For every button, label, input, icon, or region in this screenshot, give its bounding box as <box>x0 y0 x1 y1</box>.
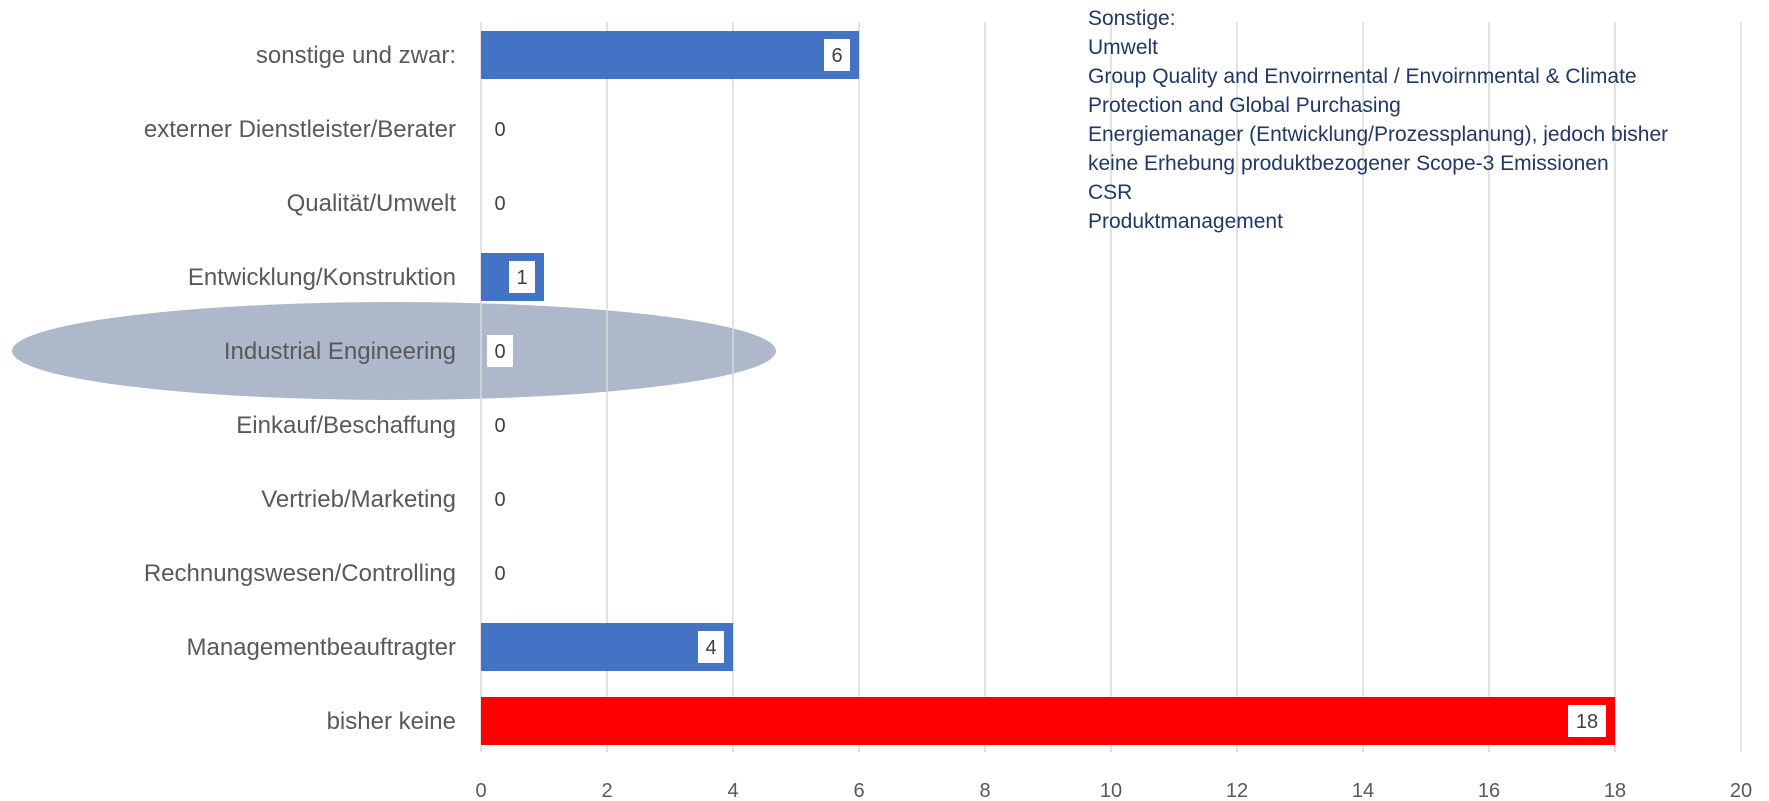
x-tick-label-18: 18 <box>1604 780 1626 801</box>
annotation-line-2: Group Quality and Envoirrnental / Envoir… <box>1088 65 1637 88</box>
value-label-entwicklung-konstruktion: 1 <box>516 267 527 289</box>
category-label-sonstige-und-zwar: sonstige und zwar: <box>256 42 456 69</box>
category-label-einkauf-beschaffung: Einkauf/Beschaffung <box>236 412 456 439</box>
value-label-bg-managementbeauftragter <box>698 631 724 663</box>
x-tick-label-2: 2 <box>601 780 612 801</box>
annotation-line-5: keine Erhebung produktbezogener Scope-3 … <box>1088 152 1609 175</box>
value-label-sonstige-und-zwar: 6 <box>831 45 842 67</box>
value-label-externer-dienstleister-berater: 0 <box>494 119 505 141</box>
x-tick-label-20: 20 <box>1730 780 1752 801</box>
x-tick-label-16: 16 <box>1478 780 1500 801</box>
category-label-industrial-engineering: Industrial Engineering <box>224 338 456 365</box>
value-label-qualit-t-umwelt: 0 <box>494 193 505 215</box>
category-labels: sonstige und zwar: externer Dienstleister… <box>144 42 457 735</box>
annotation-line-4: Energiemanager (Entwicklung/Prozessplanu… <box>1088 123 1669 146</box>
annotation-line-1: Umwelt <box>1088 36 1159 59</box>
value-label-bg-industrial-engineering <box>487 335 513 367</box>
value-label-vertrieb-marketing: 0 <box>494 489 505 511</box>
annotation-line-0: Sonstige: <box>1088 7 1176 30</box>
value-labels: 6 0 0 1 0 0 0 0 4 18 <box>487 39 1606 737</box>
value-label-bg-entwicklung-konstruktion <box>509 261 535 293</box>
value-label-einkauf-beschaffung: 0 <box>494 415 505 437</box>
x-axis-tick-labels: 0 2 4 6 8 10 12 14 16 18 20 <box>475 780 1752 801</box>
value-label-bisher-keine: 18 <box>1576 711 1598 733</box>
category-label-vertrieb-marketing: Vertrieb/Marketing <box>261 486 456 513</box>
value-label-managementbeauftragter: 4 <box>705 637 716 659</box>
bar-managementbeauftragter <box>481 623 733 671</box>
x-tick-label-10: 10 <box>1100 780 1122 801</box>
annotation-line-6: CSR <box>1088 181 1133 204</box>
annotation-line-7: Produktmanagement <box>1088 210 1283 233</box>
highlight-ellipse <box>12 302 776 400</box>
category-label-externer-dienstleister-berater: externer Dienstleister/Berater <box>144 116 456 143</box>
category-label-bisher-keine: bisher keine <box>327 708 456 735</box>
x-tick-label-14: 14 <box>1352 780 1374 801</box>
highlight-layer <box>12 302 776 400</box>
bar-sonstige-und-zwar <box>481 31 859 79</box>
x-tick-label-0: 0 <box>475 780 486 801</box>
x-tick-label-8: 8 <box>979 780 990 801</box>
x-tick-label-12: 12 <box>1226 780 1248 801</box>
bar-bisher-keine <box>481 697 1615 745</box>
annotation-note: Sonstige: Umwelt Group Quality and Envoirr… <box>1088 4 1668 236</box>
x-tick-label-4: 4 <box>727 780 738 801</box>
bars <box>481 31 1615 745</box>
category-label-rechnungswesen-controlling: Rechnungswesen/Controlling <box>144 560 456 587</box>
value-label-industrial-engineering: 0 <box>494 341 505 363</box>
category-label-qualit-t-umwelt: Qualität/Umwelt <box>287 190 457 217</box>
value-label-bg-sonstige-und-zwar <box>824 39 850 71</box>
category-label-entwicklung-konstruktion: Entwicklung/Konstruktion <box>188 264 456 291</box>
value-label-bg-bisher-keine <box>1568 705 1606 737</box>
value-label-rechnungswesen-controlling: 0 <box>494 563 505 585</box>
annotation-line-3: Protection and Global Purchasing <box>1088 94 1401 117</box>
category-label-managementbeauftragter: Managementbeauftragter <box>186 634 456 661</box>
x-tick-label-6: 6 <box>853 780 864 801</box>
